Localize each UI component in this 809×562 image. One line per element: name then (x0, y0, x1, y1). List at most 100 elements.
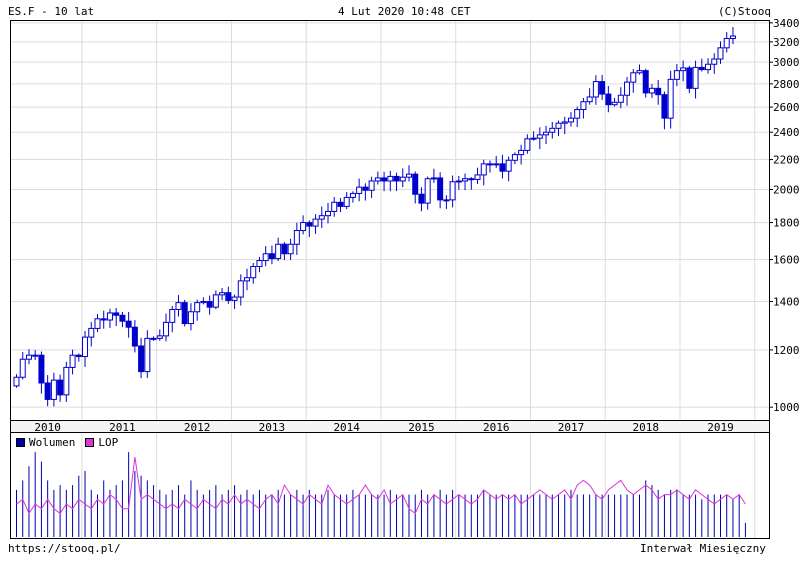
y-tick-label: 3400 (773, 17, 800, 30)
candle-body (443, 199, 450, 202)
candle-body (592, 81, 599, 98)
candle-body (200, 301, 207, 304)
candle-body (711, 58, 718, 65)
candle-body (555, 122, 562, 129)
candle-body (131, 326, 138, 347)
candle-body (462, 178, 469, 182)
candle-body (38, 354, 45, 384)
candle-body (480, 163, 487, 176)
candle-body (194, 302, 201, 313)
candle-body (281, 243, 288, 255)
year-label-2016: 2016 (483, 421, 510, 434)
lop-swatch-icon (85, 438, 95, 447)
y-tick-label: 1200 (773, 344, 800, 357)
year-label-2019: 2019 (707, 421, 734, 434)
candle-body (106, 312, 113, 321)
candle-body (231, 296, 238, 301)
candle-body (287, 243, 294, 255)
y-tick-labels: 1000 1200 1400 1600 1800 2000 2200 2400 2600 2800… (773, 17, 800, 414)
candle-body (705, 63, 712, 71)
candle-body (661, 94, 668, 119)
y-tick-label: 2000 (773, 183, 800, 196)
candle-body (624, 81, 631, 96)
candle-body (580, 101, 587, 111)
candle-body (655, 87, 662, 96)
candle-body (381, 177, 388, 182)
candle-body (312, 218, 319, 227)
y-tick-label: 1000 (773, 401, 800, 414)
candle-body (536, 134, 543, 139)
y-tick-label: 2200 (773, 154, 800, 167)
candle-body (374, 177, 381, 182)
candle-body (19, 358, 26, 378)
volume-legend-label: Wolumen (29, 436, 76, 449)
candle-body (468, 178, 475, 181)
candle-body (69, 354, 76, 368)
candle-body (349, 192, 356, 198)
candle-body (574, 109, 581, 119)
candle-body (673, 70, 680, 80)
candle-body (293, 230, 300, 245)
year-label-2011: 2011 (109, 421, 136, 434)
year-label-2013: 2013 (259, 421, 286, 434)
candle-body (275, 243, 282, 260)
candle-body (430, 177, 437, 180)
candle-body (181, 302, 188, 325)
candles (13, 27, 736, 407)
volume-grid (81, 433, 756, 538)
candle-body (150, 337, 157, 340)
volume-swatch-icon (16, 438, 25, 447)
candle-body (511, 154, 518, 161)
candle-body (605, 93, 612, 106)
candle-body (667, 78, 674, 119)
candle-body (237, 280, 244, 298)
year-label-2017: 2017 (558, 421, 585, 434)
candle-body (119, 314, 126, 322)
candle-body (561, 121, 568, 124)
candle-body (100, 318, 107, 321)
candle-body (113, 312, 120, 316)
candle-body (175, 302, 182, 310)
y-tick-label: 1400 (773, 296, 800, 309)
candle-body (268, 253, 275, 260)
timestamp: 4 Lut 2020 10:48 CET (338, 5, 471, 18)
source-link[interactable]: https://stooq.pl/ (8, 542, 121, 555)
y-tick-label: 3200 (773, 36, 800, 49)
candle-body (449, 181, 456, 201)
candle-body (225, 292, 232, 301)
price-panel-frame (10, 20, 770, 421)
candle-body (212, 294, 219, 308)
y-tick-label: 2800 (773, 78, 800, 91)
volume-panel-frame (10, 432, 770, 539)
candle-body (262, 253, 269, 262)
candle-body (692, 66, 699, 89)
candle-body (680, 67, 687, 72)
candle-body (57, 379, 64, 396)
candle-body (331, 201, 338, 212)
year-label-2014: 2014 (333, 421, 360, 434)
candle-body (412, 173, 419, 195)
candle-body (368, 180, 375, 191)
candle-body (630, 72, 637, 83)
year-labels: 2010 2011 2012 2013 2014 2015 2016 2017 2018 2019 (34, 421, 733, 434)
y-tick-label: 3000 (773, 56, 800, 69)
candle-body (499, 163, 506, 172)
candle-body (549, 127, 556, 133)
candle-body (337, 201, 344, 207)
lop-line (16, 456, 746, 515)
symbol-title: ES.F - 10 lat (8, 5, 95, 18)
candle-body (250, 266, 257, 279)
candle-body (642, 70, 649, 94)
candle-body (505, 159, 512, 172)
candle-body (144, 337, 151, 373)
candle-body (543, 131, 550, 136)
candle-body (717, 47, 724, 60)
candle-body (187, 311, 194, 325)
candle-body (729, 35, 736, 39)
candle-body (393, 175, 400, 182)
y-tick-label: 1600 (773, 254, 800, 267)
volume-legend: Wolumen LOP (16, 436, 118, 449)
candle-body (63, 366, 70, 396)
